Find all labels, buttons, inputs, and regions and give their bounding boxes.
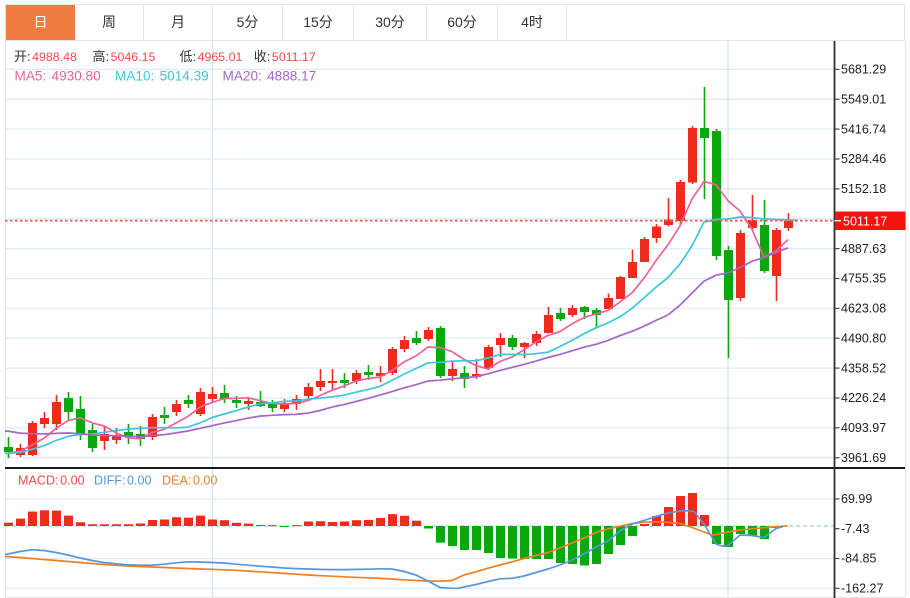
svg-text:MACD:0.00: MACD: 0.00: [18, 474, 85, 488]
svg-text:MA10: 5014.39: MA10: 5014.39: [115, 69, 209, 84]
svg-text:5011.17: 5011.17: [843, 215, 887, 229]
svg-text:低:4965.01: 低: 4965.01: [180, 49, 243, 64]
svg-text:-162.27: -162.27: [841, 582, 883, 596]
svg-text:收:5011.17: 收: 5011.17: [254, 49, 316, 64]
svg-text:DIFF:0.00: DIFF: 0.00: [94, 474, 152, 488]
svg-text:3961.69: 3961.69: [841, 451, 886, 465]
svg-text:4755.35: 4755.35: [841, 272, 886, 286]
svg-text:-7.43: -7.43: [841, 522, 870, 536]
svg-text:高:5046.15: 高: 5046.15: [93, 49, 156, 64]
svg-text:4358.52: 4358.52: [841, 361, 886, 375]
svg-text:5416.74: 5416.74: [841, 122, 886, 136]
svg-text:MA5: 4930.80: MA5: 4930.80: [15, 69, 102, 84]
svg-text:4226.24: 4226.24: [841, 391, 886, 405]
svg-text:-84.85: -84.85: [841, 552, 876, 566]
svg-text:5681.29: 5681.29: [841, 63, 886, 77]
svg-text:开:4988.48: 开: 4988.48: [14, 49, 77, 64]
svg-text:4093.97: 4093.97: [841, 421, 886, 435]
svg-text:5549.01: 5549.01: [841, 93, 886, 107]
svg-text:MA20: 4888.17: MA20: 4888.17: [223, 69, 317, 84]
svg-text:4887.63: 4887.63: [841, 242, 886, 256]
svg-text:4490.80: 4490.80: [841, 331, 886, 345]
svg-text:4623.08: 4623.08: [841, 302, 886, 316]
svg-text:DEA:0.00: DEA: 0.00: [162, 474, 217, 488]
svg-text:5284.46: 5284.46: [841, 152, 886, 166]
svg-text:5152.18: 5152.18: [841, 182, 886, 196]
svg-text:69.99: 69.99: [841, 492, 872, 506]
